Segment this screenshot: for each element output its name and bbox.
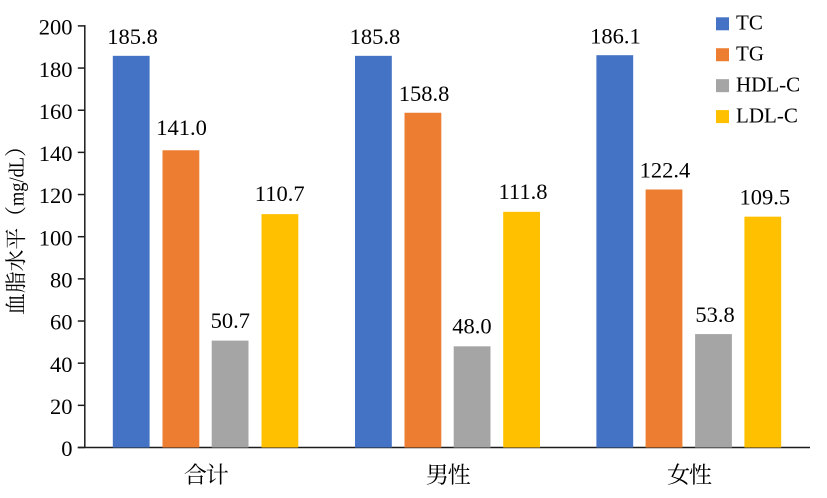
svg-text:80: 80 — [50, 268, 73, 293]
svg-text:100: 100 — [39, 225, 73, 250]
svg-text:0: 0 — [61, 436, 72, 461]
svg-text:109.5: 109.5 — [739, 185, 790, 210]
svg-text:180: 180 — [39, 57, 73, 82]
svg-text:53.8: 53.8 — [695, 302, 734, 327]
svg-text:mg/dL: mg/dL — [5, 157, 29, 206]
svg-text:40: 40 — [50, 352, 73, 377]
svg-text:185.8: 185.8 — [350, 24, 401, 49]
svg-text:160: 160 — [39, 99, 73, 124]
svg-text:122.4: 122.4 — [640, 158, 691, 183]
svg-text:48.0: 48.0 — [452, 313, 491, 338]
svg-text:TC: TC — [736, 11, 763, 35]
svg-text:110.7: 110.7 — [255, 181, 305, 206]
svg-text:60: 60 — [50, 310, 73, 335]
svg-text:141.0: 141.0 — [156, 115, 207, 140]
svg-text:LDL-C: LDL-C — [736, 103, 798, 127]
svg-text:186.1: 186.1 — [590, 23, 641, 48]
svg-text:140: 140 — [39, 141, 73, 166]
svg-text:120: 120 — [39, 183, 73, 208]
svg-text:185.8: 185.8 — [107, 24, 158, 49]
svg-text:20: 20 — [50, 394, 73, 419]
svg-text:111.8: 111.8 — [499, 179, 548, 204]
svg-text:158.8: 158.8 — [399, 81, 450, 106]
svg-text:TG: TG — [736, 41, 764, 65]
svg-text:200: 200 — [39, 15, 73, 40]
svg-text:50.7: 50.7 — [211, 308, 250, 333]
svg-text:HDL-C: HDL-C — [736, 72, 800, 96]
